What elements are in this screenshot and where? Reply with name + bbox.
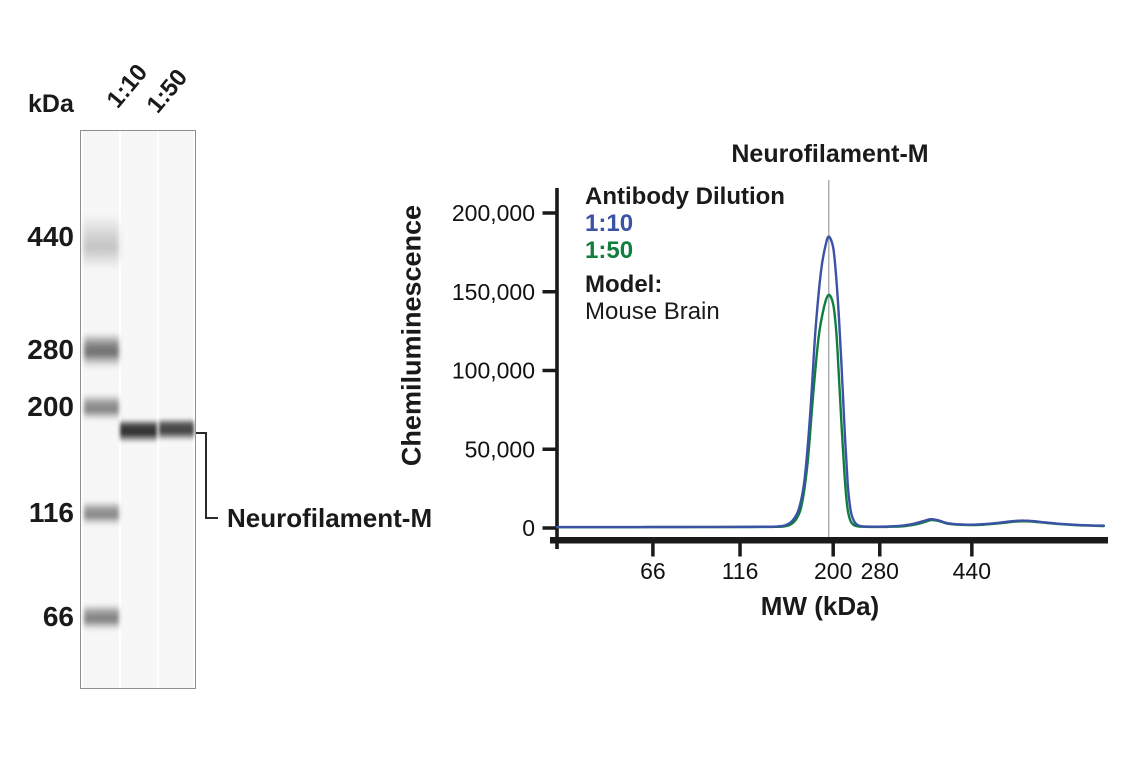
- y-tick-label: 50,000: [465, 436, 535, 462]
- ladder-band-66: [84, 604, 119, 631]
- y-tick: [542, 447, 556, 451]
- legend-entry-1-10: 1:10: [585, 210, 634, 237]
- chart-legend: Antibody Dilution 1:10 1:50 Model: Mouse…: [585, 183, 785, 325]
- marker-116: 116: [28, 497, 74, 528]
- y-tick: [542, 290, 556, 294]
- marker-280: 280: [27, 334, 74, 365]
- marker-440: 440: [27, 221, 74, 252]
- x-tick: [651, 543, 655, 557]
- x-tick-label: 116: [722, 558, 759, 584]
- x-tick-label: 66: [640, 558, 666, 584]
- ladder-band-200: [84, 394, 119, 421]
- legend-model-value: Mouse Brain: [585, 298, 720, 325]
- callout-line: [205, 432, 207, 519]
- callout-line: [205, 517, 218, 519]
- x-tick: [831, 543, 835, 557]
- x-tick-label: 200: [814, 558, 852, 584]
- y-tick-label: 200,000: [452, 200, 535, 226]
- ladder-band-440: [83, 215, 119, 269]
- legend-heading: Antibody Dilution: [585, 183, 785, 210]
- sample-lane-1-50: [159, 131, 193, 688]
- sample-lane-1-10: [121, 131, 157, 688]
- x-tick: [970, 543, 974, 557]
- band-annotation: Neurofilament-M: [227, 503, 433, 533]
- marker-200: 200: [27, 391, 74, 422]
- x-axis-line: [550, 537, 1108, 544]
- x-tick: [878, 543, 882, 557]
- marker-66: 66: [42, 601, 74, 632]
- chart-title: Neurofilament-M: [731, 140, 929, 168]
- y-tick: [542, 211, 556, 215]
- series-curve-1:50: [555, 293, 1105, 529]
- y-tick-label: 150,000: [452, 279, 535, 305]
- y-axis-line: [555, 188, 559, 549]
- ladder-band-116: [84, 501, 119, 526]
- callout-line: [196, 432, 207, 434]
- blot-image: [80, 130, 196, 689]
- x-tick-label: 440: [953, 558, 991, 584]
- y-tick: [542, 526, 556, 530]
- target-band-1-50: [159, 418, 194, 441]
- x-axis-title: MW (kDa): [760, 591, 880, 621]
- y-tick-label: 100,000: [452, 358, 535, 384]
- legend-entry-1-50: 1:50: [585, 237, 634, 264]
- target-band-1-10: [120, 419, 157, 443]
- x-tick-label: 280: [861, 558, 899, 584]
- y-tick: [542, 368, 556, 373]
- x-tick: [738, 543, 742, 557]
- kda-units-label: kDa: [28, 90, 74, 118]
- legend-model-label: Model:: [585, 271, 663, 298]
- y-tick-label: 0: [522, 515, 535, 541]
- series-curve-1:10: [555, 235, 1105, 529]
- ladder-band-280: [84, 333, 119, 369]
